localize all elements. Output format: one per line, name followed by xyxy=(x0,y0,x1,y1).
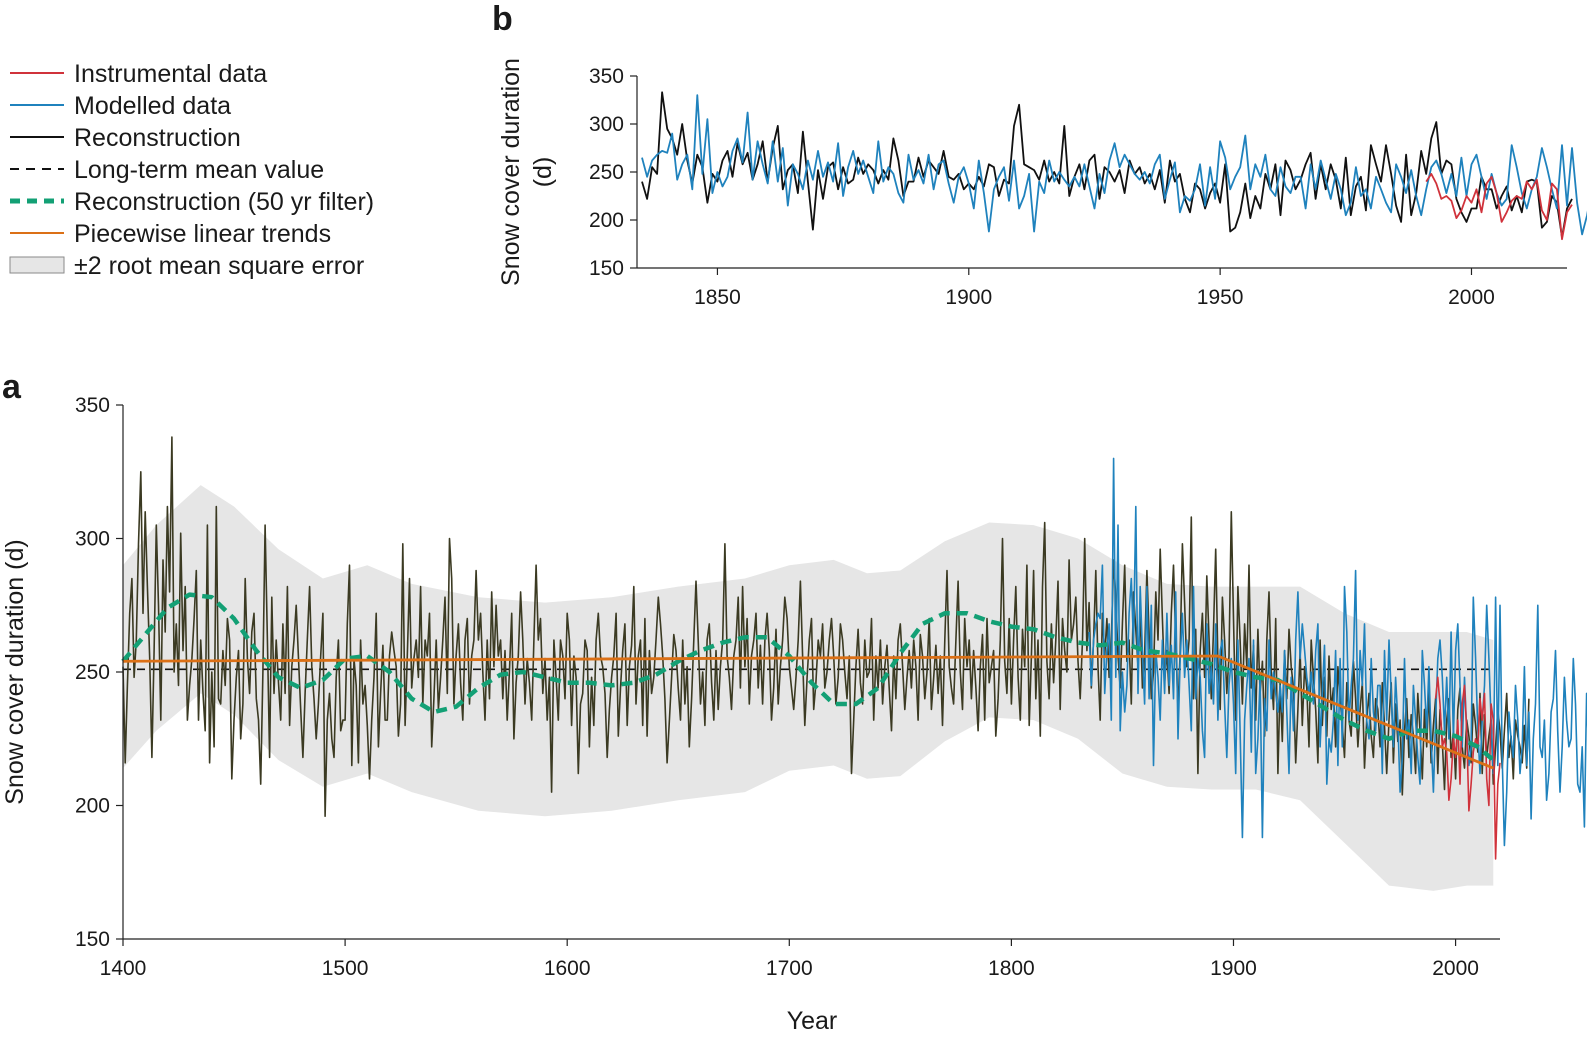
panel-label-b: b xyxy=(492,0,513,38)
y-axis-label: Snow cover duration (d) xyxy=(1,539,29,804)
panel-b-plot: 150 200 250 300 350 1850 1900 1950 2000 Snow cove… xyxy=(497,58,1587,309)
y-axis-label: Snow cover duration (d) xyxy=(497,58,557,286)
x-tick-label: 1400 xyxy=(100,957,147,980)
y-tick-label: 350 xyxy=(75,394,110,417)
legend-label: Reconstruction xyxy=(74,124,241,152)
legend-item: Reconstruction xyxy=(10,124,241,152)
x-tick-label: 1900 xyxy=(945,286,992,309)
legend-label: ±2 root mean square error xyxy=(74,252,364,280)
x-tick-label: 1900 xyxy=(1210,957,1257,980)
legend-item: ±2 root mean square error xyxy=(9,252,364,280)
filter-50yr-line xyxy=(121,592,1495,762)
y-tick-label: 200 xyxy=(589,209,624,232)
legend-item: Long-term mean value xyxy=(10,156,324,184)
panel-label-a: a xyxy=(2,368,22,406)
y-tick-label: 250 xyxy=(589,161,624,184)
legend-item: Piecewise linear trends xyxy=(10,220,331,248)
y-tick-label: 350 xyxy=(589,65,624,88)
series-line-instrumental-data xyxy=(1425,172,1573,241)
legend-item: Instrumental data xyxy=(10,60,267,88)
legend-label: Long-term mean value xyxy=(74,156,324,184)
legend-item: Modelled data xyxy=(10,92,231,120)
piecewise-trend-line xyxy=(122,654,1494,770)
panel-a-plot: 150 200 250 300 350 1400 1500 1600 1700 1800 1900 2… xyxy=(1,394,1587,1035)
legend-label: Modelled data xyxy=(74,92,231,120)
legend-label: Instrumental data xyxy=(74,60,267,88)
series-line-modelled-data xyxy=(641,94,1587,236)
y-tick-label: 300 xyxy=(75,528,110,551)
x-tick-label: 1500 xyxy=(322,957,369,980)
rmse-band xyxy=(123,485,1494,891)
series-line-reconstruction xyxy=(122,436,1530,818)
legend-label: Reconstruction (50 yr filter) xyxy=(74,188,374,216)
x-tick-label: 1600 xyxy=(544,957,591,980)
y-tick-label: 300 xyxy=(589,113,624,136)
legend: Instrumental data Modelled data Reconstruc… xyxy=(9,60,374,280)
y-tick-label: 250 xyxy=(75,661,110,684)
legend-swatch xyxy=(9,256,65,274)
legend-label: Piecewise linear trends xyxy=(74,220,331,248)
x-tick-label: 2000 xyxy=(1432,957,1479,980)
series-line-modelled-data xyxy=(1088,457,1587,847)
x-tick-label: 1950 xyxy=(1197,286,1244,309)
legend-item: Reconstruction (50 yr filter) xyxy=(10,188,374,216)
x-tick-label: 1800 xyxy=(988,957,1035,980)
x-tick-label: 1700 xyxy=(766,957,813,980)
x-axis-label: Year xyxy=(787,1007,838,1035)
y-tick-label: 200 xyxy=(75,795,110,818)
series-line-reconstruction xyxy=(641,91,1573,239)
x-tick-label: 2000 xyxy=(1448,286,1495,309)
y-tick-label: 150 xyxy=(75,928,110,951)
x-tick-label: 1850 xyxy=(694,286,741,309)
y-tick-label: 150 xyxy=(589,257,624,280)
